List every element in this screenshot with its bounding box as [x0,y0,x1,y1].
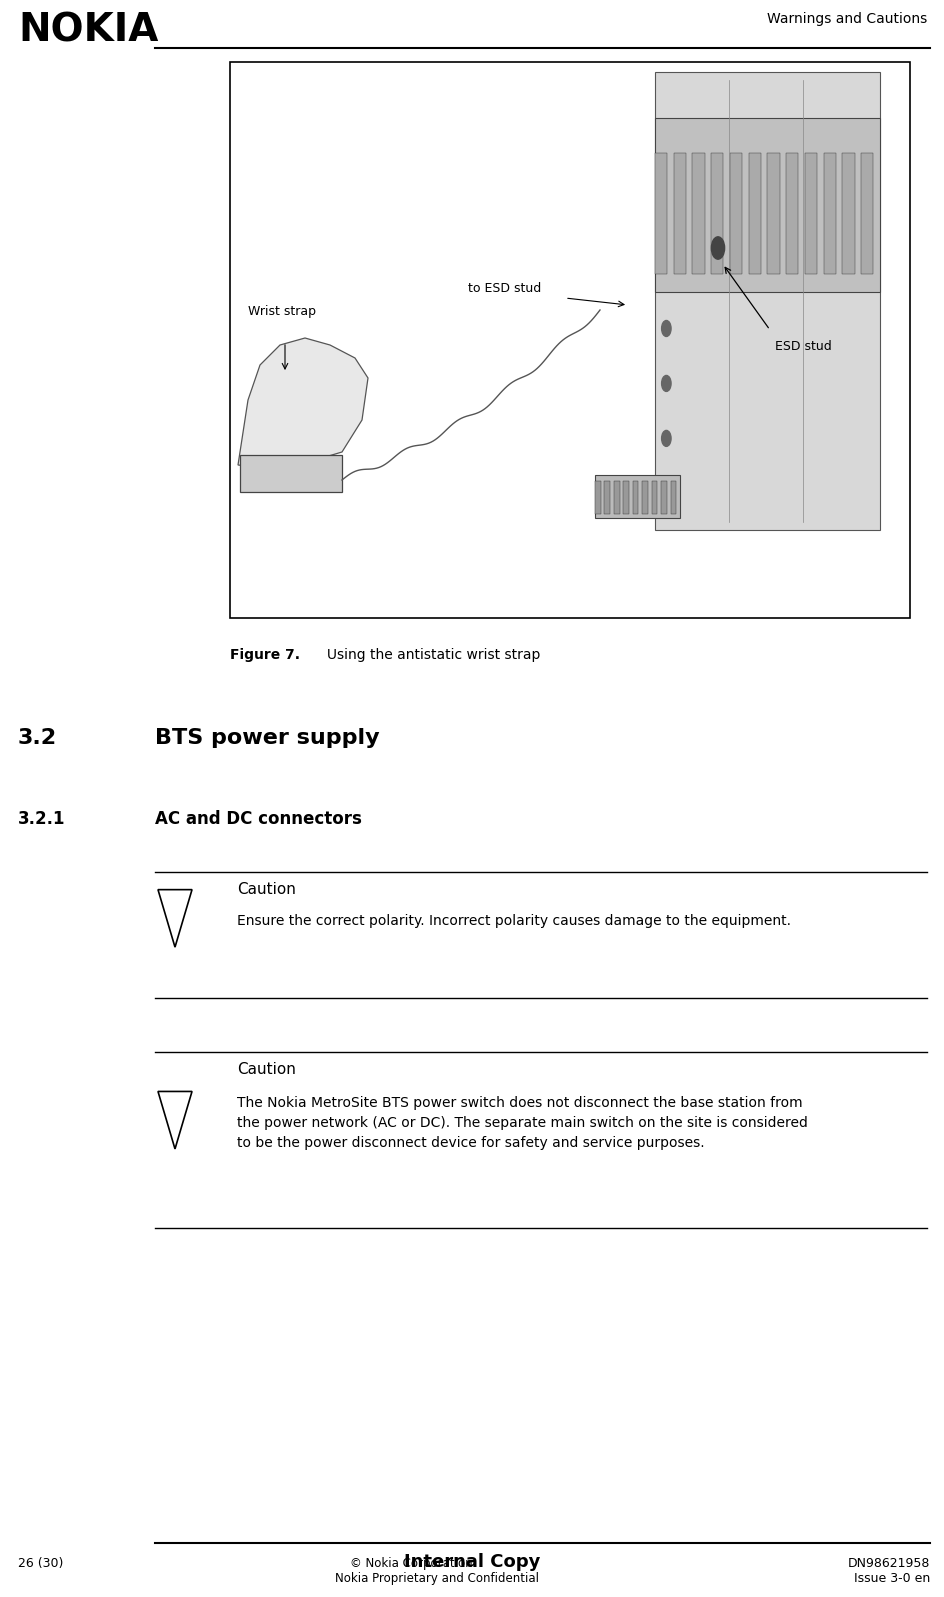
Text: Caution: Caution [237,1062,295,1076]
Text: to ESD stud: to ESD stud [467,283,541,295]
Polygon shape [238,339,367,468]
Text: DN98621958: DN98621958 [847,1557,929,1570]
Bar [767,153,779,275]
Text: Wrist strap: Wrist strap [247,305,315,318]
Text: © Nokia Corporation: © Nokia Corporation [349,1557,472,1570]
Bar [229,62,909,618]
Bar [604,481,610,514]
Text: Using the antistatic wrist strap: Using the antistatic wrist strap [305,648,540,663]
Bar [229,62,909,618]
Bar [654,118,879,292]
Bar [804,153,817,275]
Text: 3.2.1: 3.2.1 [18,810,65,827]
Text: Internal Copy: Internal Copy [403,1552,540,1571]
Bar [614,481,619,514]
Text: Ensure the correct polarity. Incorrect polarity causes damage to the equipment.: Ensure the correct polarity. Incorrect p… [237,913,790,928]
Text: NOKIA: NOKIA [18,13,159,50]
Bar [729,153,741,275]
Bar [842,153,853,275]
Bar [785,153,798,275]
Bar [642,481,648,514]
Bar [595,481,600,514]
Bar [748,153,760,275]
Bar [654,72,879,530]
Circle shape [661,375,670,391]
Text: Nokia Proprietary and Confidential: Nokia Proprietary and Confidential [334,1571,538,1584]
Bar [673,153,685,275]
Bar [711,153,723,275]
Bar [823,153,835,275]
Text: 26 (30): 26 (30) [18,1557,63,1570]
Circle shape [661,321,670,337]
Bar [651,481,657,514]
Circle shape [661,431,670,447]
Bar [623,481,629,514]
Bar [595,474,680,517]
Text: Warnings and Cautions: Warnings and Cautions [766,13,926,26]
Bar [860,153,872,275]
Text: Issue 3-0 en: Issue 3-0 en [852,1571,929,1584]
Bar [670,481,676,514]
Text: Caution: Caution [237,882,295,898]
Text: 3.2: 3.2 [18,728,57,747]
Bar [654,153,666,275]
Bar [240,455,342,492]
Text: AC and DC connectors: AC and DC connectors [155,810,362,827]
Bar [692,153,704,275]
Text: The Nokia MetroSite BTS power switch does not disconnect the base station from
t: The Nokia MetroSite BTS power switch doe… [237,1096,807,1150]
Text: BTS power supply: BTS power supply [155,728,379,747]
Bar [632,481,638,514]
Bar [661,481,666,514]
Text: ESD stud: ESD stud [774,340,831,353]
Circle shape [711,236,724,259]
Text: Figure 7.: Figure 7. [229,648,299,663]
